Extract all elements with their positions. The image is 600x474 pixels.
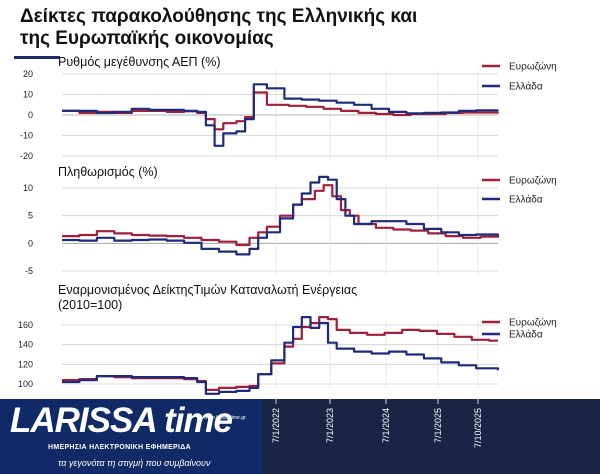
panel-3-legend-label-greece: Ελλάδα: [509, 329, 543, 341]
panel-3-title: Εναρμονισμένος ΔείκτηςΤιμών Καταναλωτή Ε…: [58, 283, 357, 312]
chart-main-title: Δείκτες παρακολούθησης της Ελληνικής και…: [20, 6, 418, 49]
panel-1-ytick-label: 20: [23, 69, 33, 79]
panel-3-ytick-label: 120: [18, 359, 33, 369]
panel-2-ytick-label: -5: [25, 266, 33, 276]
panel-2-ytick-label: 5: [28, 211, 33, 221]
panel-1-ytick-label: -20: [20, 151, 33, 161]
logo-tagline: τα γεγονότα τη στιγμή που συμβαίνουν: [58, 458, 211, 468]
panel-1-ytick-label: -10: [20, 131, 33, 141]
date-tick-label: 7/1/2022: [271, 408, 281, 443]
panel-2-legend-label-eurozone: Ευρωζώνη: [509, 175, 557, 187]
panel-3-title-line: (2010=100): [58, 298, 122, 312]
panel-1-series-greece-line: [62, 83, 500, 147]
panel-2-series-eurozone-line: [62, 184, 500, 247]
panel-3-ytick-label: 140: [18, 340, 33, 350]
date-axis-bar: 7/1/2022 7/1/2023 7/1/2024 7/1/2025 7/10/202…: [262, 399, 600, 474]
panel-2-ytick-label: 0: [28, 238, 33, 248]
label-layer: Ρυθμός μεγέθυνσης ΑΕΠ (%)20100-10-20Ευρω…: [18, 55, 557, 389]
logo-wordmark: LARISSA time: [10, 401, 233, 440]
larissatime-logo: LARISSA time www.larissatime.gr ΗΜΕΡΗΣΙΑ…: [0, 399, 262, 474]
date-axis-background: [262, 399, 600, 474]
series-layer: [62, 83, 500, 395]
panel-3-legend-label-eurozone: Ευρωζώνη: [509, 317, 557, 329]
date-tick-label: 7/10/2025: [473, 408, 483, 448]
date-tick-label: 7/1/2024: [381, 408, 391, 443]
logo-url: www.larissatime.gr: [204, 415, 246, 421]
panel-2-ytick-label: 10: [23, 183, 33, 193]
panel-1-ytick-label: 0: [28, 110, 33, 120]
panel-3-title-line: Εναρμονισμένος ΔείκτηςΤιμών Καταναλωτή Ε…: [58, 283, 357, 297]
panel-3-series-eurozone-line: [62, 316, 498, 391]
panel-2-series-greece-line: [62, 175, 500, 256]
panel-3-series-greece-line: [62, 316, 500, 395]
date-tick-label: 7/1/2025: [433, 408, 443, 443]
panel-2-title: Πληθωρισμός (%): [58, 165, 158, 179]
panel-3-ytick-label: 100: [18, 379, 33, 389]
date-tick-label: 7/1/2023: [325, 408, 335, 443]
title-underline: [14, 56, 60, 59]
panel-1-title-line: Ρυθμός μεγέθυνσης ΑΕΠ (%): [58, 55, 221, 69]
panel-2-title-line: Πληθωρισμός (%): [58, 165, 158, 179]
panel-1-legend-label-greece: Ελλάδα: [509, 81, 543, 93]
panel-2-legend-label-greece: Ελλάδα: [509, 194, 543, 206]
panel-1-legend-label-eurozone: Ευρωζώνη: [509, 61, 557, 73]
panel-3-ytick-label: 160: [18, 320, 33, 330]
panel-1-ytick-label: 10: [23, 90, 33, 100]
panel-1-title: Ρυθμός μεγέθυνσης ΑΕΠ (%): [58, 55, 221, 69]
logo-subtitle: ΗΜΕΡΗΣΙΑ ΗΛΕΚΤΡΟΝΙΚΗ ΕΦΗΜΕΡΙΔΑ: [48, 444, 191, 451]
